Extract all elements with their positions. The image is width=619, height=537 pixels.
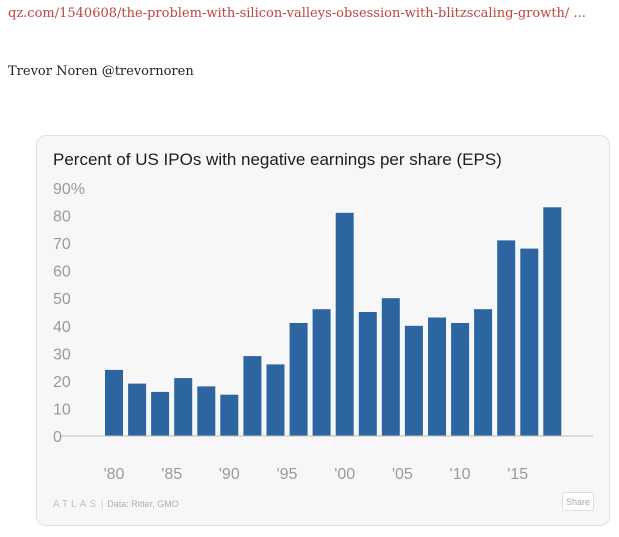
y-axis-ticks: 0 10 20 30 40 50 60 70 80 90% [53, 181, 85, 446]
bar-1986[interactable] [174, 378, 193, 436]
chart-footer: ATLAS | Data: Ritter, GMO [53, 496, 179, 512]
x-tick-label: '85 [161, 466, 182, 483]
bar-2002[interactable] [358, 312, 377, 436]
author-credit: Trevor Noren @trevornoren [8, 64, 194, 79]
y-tick-label: 80 [53, 209, 71, 226]
y-tick-label: 60 [53, 264, 71, 281]
x-tick-label: '80 [104, 466, 125, 483]
bar-2008[interactable] [428, 317, 446, 437]
footer-separator: | [100, 499, 104, 509]
chart-title: Percent of US IPOs with negative earning… [53, 150, 502, 169]
bar-2016[interactable] [520, 248, 539, 436]
y-tick-label: 20 [53, 374, 71, 391]
y-tick-label: 90% [53, 181, 85, 198]
x-tick-label: '00 [334, 466, 355, 483]
x-tick-label: '90 [219, 466, 240, 483]
bar-1990[interactable] [220, 394, 239, 436]
bar-1996[interactable] [289, 323, 308, 436]
bar-series [105, 207, 562, 437]
article-link[interactable]: qz.com/1540608/the-problem-with-silicon-… [8, 6, 586, 21]
x-tick-label: '95 [277, 466, 298, 483]
bar-2010[interactable] [451, 323, 470, 436]
bar-2012[interactable] [474, 309, 493, 436]
bar-2000[interactable] [335, 212, 354, 436]
bar-2014[interactable] [497, 240, 516, 436]
bar-2006[interactable] [404, 325, 423, 436]
x-tick-label: '15 [507, 466, 528, 483]
x-tick-label: '05 [392, 466, 413, 483]
atlas-logo: ATLAS [53, 498, 99, 510]
bar-2018[interactable] [543, 207, 562, 436]
data-source: Data: Ritter, GMO [107, 499, 179, 509]
y-tick-label: 10 [53, 401, 71, 418]
bar-1992[interactable] [243, 356, 262, 436]
x-axis-ticks: '80 '85 '90 '95 '00 '05 '10 '15 [104, 466, 529, 483]
bar-1998[interactable] [312, 309, 331, 436]
y-tick-label: 50 [53, 291, 71, 308]
y-tick-label: 0 [53, 429, 62, 446]
bar-1982[interactable] [128, 383, 147, 436]
bar-1988[interactable] [197, 386, 216, 436]
y-tick-label: 70 [53, 236, 71, 253]
bar-1994[interactable] [266, 364, 285, 436]
chart-card: 0 10 20 30 40 50 60 70 80 90% '80'85'90'95'00'05 '… [36, 135, 610, 526]
bar-1984[interactable] [151, 391, 170, 436]
share-button[interactable]: Share [562, 492, 594, 511]
bar-1980[interactable] [105, 369, 123, 436]
y-tick-label: 30 [53, 346, 71, 363]
bar-2004[interactable] [381, 298, 400, 436]
x-tick-label: '10 [450, 466, 471, 483]
y-tick-label: 40 [53, 319, 71, 336]
